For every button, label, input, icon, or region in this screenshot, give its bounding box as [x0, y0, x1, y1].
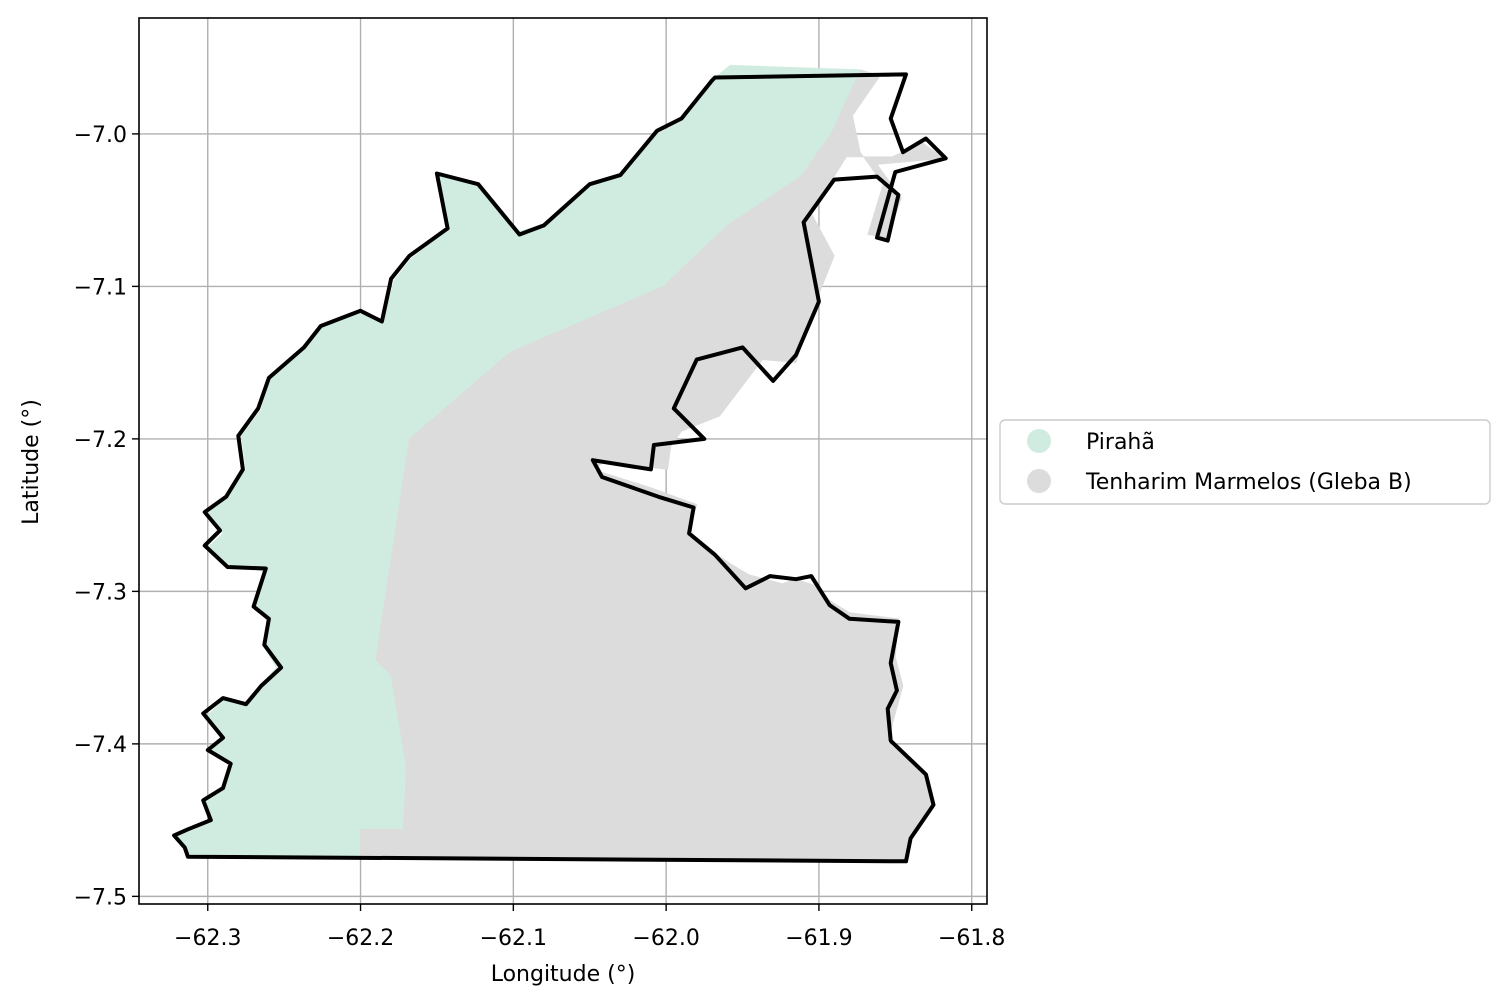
x-tick-label: −61.9 [785, 926, 852, 951]
y-axis-label: Latitude (°) [19, 399, 44, 525]
x-axis-label: Longitude (°) [491, 962, 636, 987]
y-tick-label: −7.3 [74, 580, 127, 605]
y-tick-label: −7.1 [74, 275, 127, 300]
x-axis-ticks: −62.3 −62.2 −62.1 −62.0 −61.9 −61.8 [174, 904, 1005, 951]
plot-area [138, 17, 988, 905]
x-tick-label: −62.1 [480, 926, 547, 951]
legend: Pirahã Tenharim Marmelos (Gleba B) [999, 419, 1491, 505]
x-tick-label: −62.0 [632, 926, 699, 951]
y-tick-label: −7.0 [74, 123, 127, 148]
legend-swatch-piraha [1027, 429, 1051, 453]
y-tick-label: −7.5 [74, 885, 127, 910]
x-tick-label: −62.3 [174, 926, 241, 951]
legend-box [999, 419, 1491, 505]
x-tick-label: −61.8 [938, 926, 1005, 951]
map-boundary [172, 72, 948, 864]
x-tick-label: −62.2 [327, 926, 394, 951]
legend-swatch-tenharim [1027, 469, 1051, 493]
y-tick-label: −7.4 [74, 733, 127, 758]
legend-label-tenharim: Tenharim Marmelos (Gleba B) [1085, 470, 1412, 495]
y-axis-ticks: −7.0 −7.1 −7.2 −7.3 −7.4 −7.5 [74, 123, 139, 910]
legend-label-piraha: Pirahã [1086, 430, 1155, 455]
axes-frame [138, 17, 988, 905]
boundary-outline [172, 72, 948, 864]
y-tick-label: −7.2 [74, 428, 127, 453]
